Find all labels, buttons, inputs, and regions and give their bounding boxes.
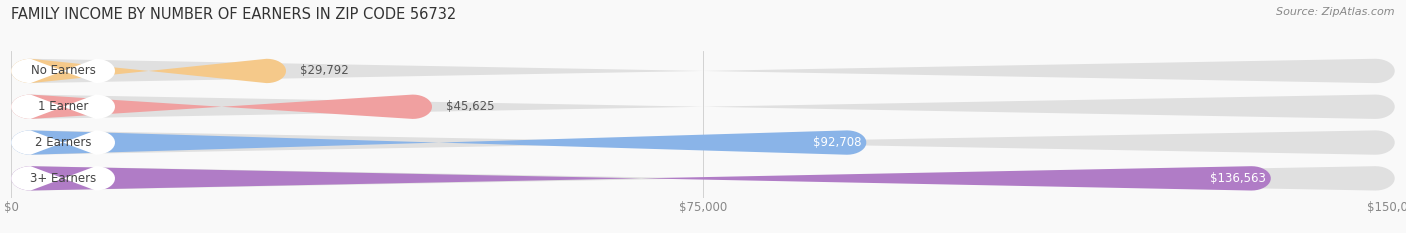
PathPatch shape — [11, 95, 432, 119]
Text: $45,625: $45,625 — [446, 100, 495, 113]
PathPatch shape — [11, 166, 115, 191]
PathPatch shape — [11, 166, 1395, 191]
PathPatch shape — [11, 59, 285, 83]
PathPatch shape — [11, 166, 1271, 191]
PathPatch shape — [11, 130, 115, 155]
Text: Source: ZipAtlas.com: Source: ZipAtlas.com — [1277, 7, 1395, 17]
Text: $92,708: $92,708 — [813, 136, 862, 149]
PathPatch shape — [11, 95, 1395, 119]
PathPatch shape — [11, 130, 866, 155]
PathPatch shape — [11, 130, 1395, 155]
PathPatch shape — [11, 95, 115, 119]
Text: 3+ Earners: 3+ Earners — [30, 172, 96, 185]
Text: FAMILY INCOME BY NUMBER OF EARNERS IN ZIP CODE 56732: FAMILY INCOME BY NUMBER OF EARNERS IN ZI… — [11, 7, 457, 22]
Text: No Earners: No Earners — [31, 65, 96, 77]
Text: $136,563: $136,563 — [1211, 172, 1267, 185]
Text: 1 Earner: 1 Earner — [38, 100, 89, 113]
PathPatch shape — [11, 59, 1395, 83]
PathPatch shape — [11, 59, 115, 83]
Text: 2 Earners: 2 Earners — [35, 136, 91, 149]
Text: $29,792: $29,792 — [299, 65, 349, 77]
